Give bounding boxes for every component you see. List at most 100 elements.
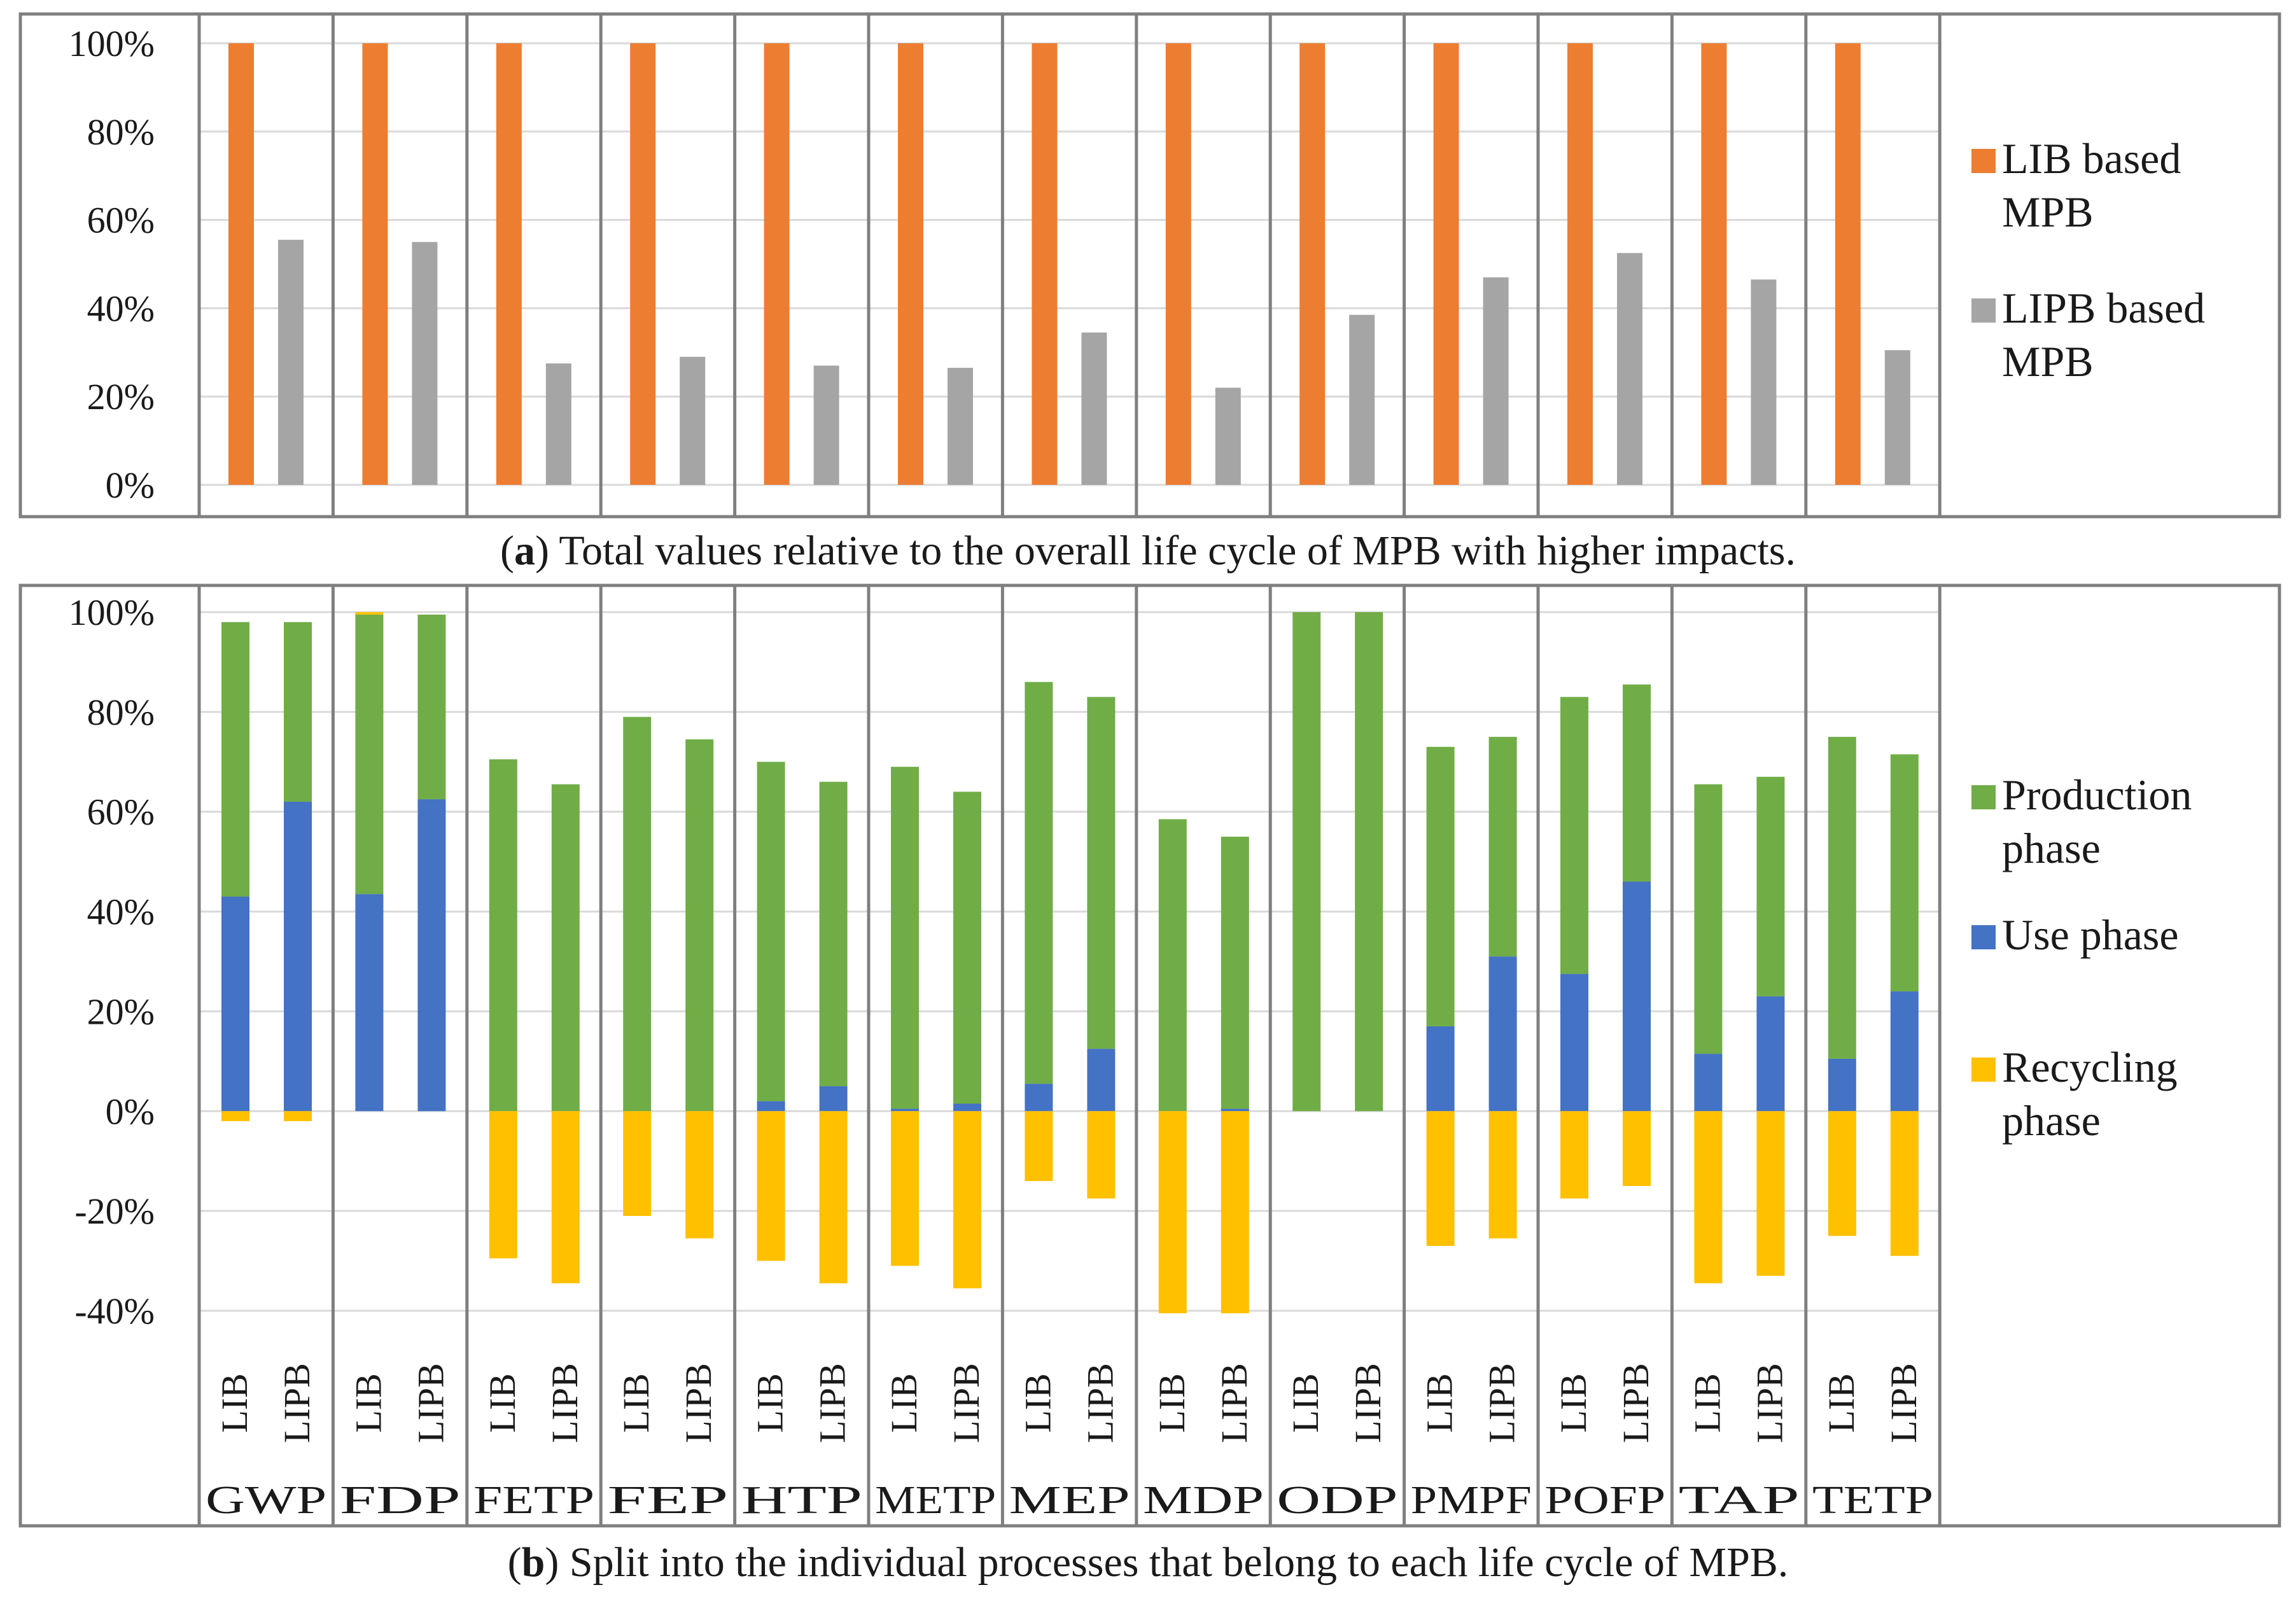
panel-b-sub-label-mep-lipb: LIPB (1079, 1363, 1121, 1443)
panel-a-legend-label-lipb-based-mpb: MPB (2002, 337, 2094, 386)
panel-b-bar-fep-lipb-recycling-phase (685, 1111, 714, 1239)
panel-a-ytick-label: 60% (87, 200, 155, 241)
panel-b-bar-gwp-lipb-recycling-phase (284, 1111, 312, 1121)
panel-b-bar-fetp-lib-recycling-phase (489, 1111, 517, 1259)
panel-a-legend-label-lipb-based-mpb: LIPB based (2002, 284, 2205, 332)
panel-a-legend-label-lib-based-mpb: LIB based (2002, 134, 2181, 183)
panel-b-bar-tap-lib-recycling-phase (1694, 1111, 1723, 1283)
panel-b-sub-label-fetp-lipb: LIPB (544, 1363, 585, 1443)
panel-b-bar-pofp-lipb-production-phase (1623, 684, 1651, 882)
panel-a-bar-pmpf-lib-based-mpb (1433, 43, 1459, 485)
panel-b-sub-label-htp-lib: LIB (750, 1373, 791, 1432)
panel-a-ytick-label: 80% (87, 111, 155, 153)
panel-a-legend: LIB based MPB LIPB based MPB (1971, 134, 2205, 386)
panel-b-bar-pofp-lipb-recycling-phase (1623, 1111, 1651, 1186)
panel-b-bar-tap-lib-production-phase (1694, 784, 1723, 1054)
panel-b-bar-tap-lib-use-phase (1694, 1054, 1723, 1112)
panel-b-sub-label-pmpf-lipb: LIPB (1481, 1363, 1523, 1443)
panel-b-legend: Production phase Use phase Recycling phase (1971, 771, 2192, 1145)
panel-b-bar-mdp-lib-production-phase (1158, 819, 1187, 1112)
panel-a-bar-tetp-lib-based-mpb (1835, 43, 1861, 485)
panel-b-bar-htp-lipb-production-phase (819, 781, 848, 1087)
panel-b-sub-label-gwp-lib: LIB (214, 1373, 255, 1432)
panel-a-bar-gwp-lib-based-mpb (228, 43, 254, 485)
panel-b-bar-mep-lipb-use-phase (1087, 1049, 1116, 1112)
panel-b-bar-metp-lipb-recycling-phase (953, 1111, 981, 1288)
panel-b-sub-label-mdp-lib: LIB (1151, 1373, 1193, 1432)
panel-b-sub-label-pmpf-lib: LIB (1419, 1373, 1460, 1432)
panel-b-sub-label-gwp-lipb: LIPB (276, 1363, 318, 1443)
panel-a-bar-tap-lib-based-mpb (1701, 43, 1727, 485)
panel-a-bar-pofp-lipb-based-mpb (1617, 253, 1642, 485)
panel-a-bar-mdp-lib-based-mpb (1165, 43, 1191, 485)
panel-b-bar-tetp-lib-recycling-phase (1828, 1111, 1856, 1236)
panel-b-bar-pofp-lib-production-phase (1560, 697, 1588, 974)
panel-b-category-label-fdp: FDP (340, 1479, 461, 1522)
panel-b-category-label-pofp: POFP (1544, 1479, 1665, 1522)
panel-b-category-label-pmpf: PMPF (1411, 1479, 1532, 1522)
panel-b-bar-tetp-lib-production-phase (1828, 737, 1856, 1059)
panel-b-category-label-fetp: FETP (473, 1479, 594, 1522)
panel-b-category-label-mdp: MDP (1143, 1479, 1264, 1522)
panel-b-bar-gwp-lib-production-phase (221, 622, 249, 897)
panel-b-sub-label-tetp-lipb: LIPB (1883, 1363, 1924, 1443)
panel-b-bar-tetp-lib-use-phase (1828, 1058, 1856, 1112)
panel-b-ytick-label: 100% (69, 592, 155, 633)
panel-b-sub-label-fdp-lib: LIB (347, 1373, 389, 1432)
panel-b-bar-pofp-lib-use-phase (1560, 974, 1588, 1112)
panel-b-bar-metp-lipb-use-phase (953, 1103, 981, 1112)
panel-a-legend-swatch-lipb-based-mpb (1971, 298, 1996, 323)
panel-b-sub-label-pofp-lib: LIB (1553, 1373, 1594, 1432)
panel-b-bar-mep-lib-use-phase (1025, 1084, 1053, 1112)
panel-b-bar-odp-lipb-production-phase (1355, 612, 1383, 1112)
panel-b-category-label-tap: TAP (1679, 1479, 1800, 1522)
panel-b-sub-label-pofp-lipb: LIPB (1615, 1363, 1656, 1443)
panel-b-bar-gwp-lipb-production-phase (284, 622, 312, 802)
panel-a-bar-fdp-lipb-based-mpb (412, 242, 438, 485)
panel-b-bar-pmpf-lib-production-phase (1426, 746, 1455, 1026)
panel-b-legend-swatch-production-phase (1971, 785, 1996, 809)
panel-b-bar-fdp-lib-use-phase (355, 894, 384, 1112)
panel-a-legend-swatch-lib-based-mpb (1971, 149, 1996, 173)
panel-b-bar-pmpf-lipb-use-phase (1488, 956, 1517, 1112)
panel-b-bar-mdp-lipb-production-phase (1221, 836, 1249, 1109)
panel-b-ytick-label: -20% (74, 1191, 155, 1232)
panel-b-sub-label-htp-lipb: LIPB (812, 1363, 853, 1443)
panel-b-bar-mep-lib-recycling-phase (1025, 1111, 1053, 1182)
caption-b-letter: b (521, 1539, 545, 1586)
panel-b-sub-label-metp-lib: LIB (883, 1373, 925, 1432)
panel-b-bar-tetp-lipb-use-phase (1890, 991, 1919, 1112)
panel-b-sub-label-mep-lib: LIB (1017, 1373, 1058, 1432)
caption-b-text: Split into the individual processes that… (569, 1539, 1789, 1586)
panel-b-bar-tap-lipb-recycling-phase (1756, 1111, 1785, 1276)
panel-a-bar-fep-lipb-based-mpb (680, 356, 706, 485)
panel-b-ytick-label: 80% (87, 692, 155, 733)
panel-b-bar-mdp-lib-recycling-phase (1158, 1111, 1187, 1313)
caption-a: (a) Total values relative to the overall… (500, 527, 1796, 574)
panel-a-bar-htp-lipb-based-mpb (813, 365, 839, 485)
panel-b-bar-pofp-lipb-use-phase (1623, 881, 1651, 1112)
panel-b-bar-gwp-lib-use-phase (221, 897, 249, 1112)
caption-b: (b) Split into the individual processes … (507, 1539, 1789, 1586)
panel-b-legend-swatch-recycling-phase (1971, 1058, 1996, 1082)
panel-b-bar-pmpf-lib-use-phase (1426, 1026, 1455, 1112)
panel-b-ytick-label: 0% (106, 1091, 155, 1132)
panel-b-bar-metp-lib-use-phase (891, 1108, 919, 1112)
panel-a-chart: 0% 20% 40% 60% 80% 100% LIB based MPB LIPB based… (18, 12, 2281, 519)
panel-b-sub-label-fdp-lipb: LIPB (410, 1363, 451, 1443)
panel-b-ytick-label: -40% (74, 1290, 155, 1332)
panel-b-bar-fep-lipb-production-phase (685, 739, 714, 1112)
panel-a-bar-metp-lib-based-mpb (898, 43, 923, 485)
panel-b-legend-swatch-use-phase (1971, 925, 1996, 949)
panel-b-category-label-mep: MEP (1009, 1479, 1130, 1522)
panel-b-bar-mdp-lipb-use-phase (1221, 1108, 1249, 1112)
panel-b-ytick-label: 40% (87, 891, 155, 933)
panel-b-legend-label-recycling-phase: Recycling (2002, 1043, 2178, 1091)
panel-b-category-label-htp: HTP (741, 1479, 862, 1522)
panel-b-sub-label-mdp-lipb: LIPB (1214, 1363, 1255, 1443)
panel-b-sub-label-tetp-lib: LIB (1821, 1373, 1862, 1432)
panel-b-bar-tetp-lipb-recycling-phase (1890, 1111, 1919, 1256)
panel-b-category-label-odp: ODP (1277, 1479, 1397, 1522)
panel-b-bar-pmpf-lipb-production-phase (1488, 737, 1517, 957)
